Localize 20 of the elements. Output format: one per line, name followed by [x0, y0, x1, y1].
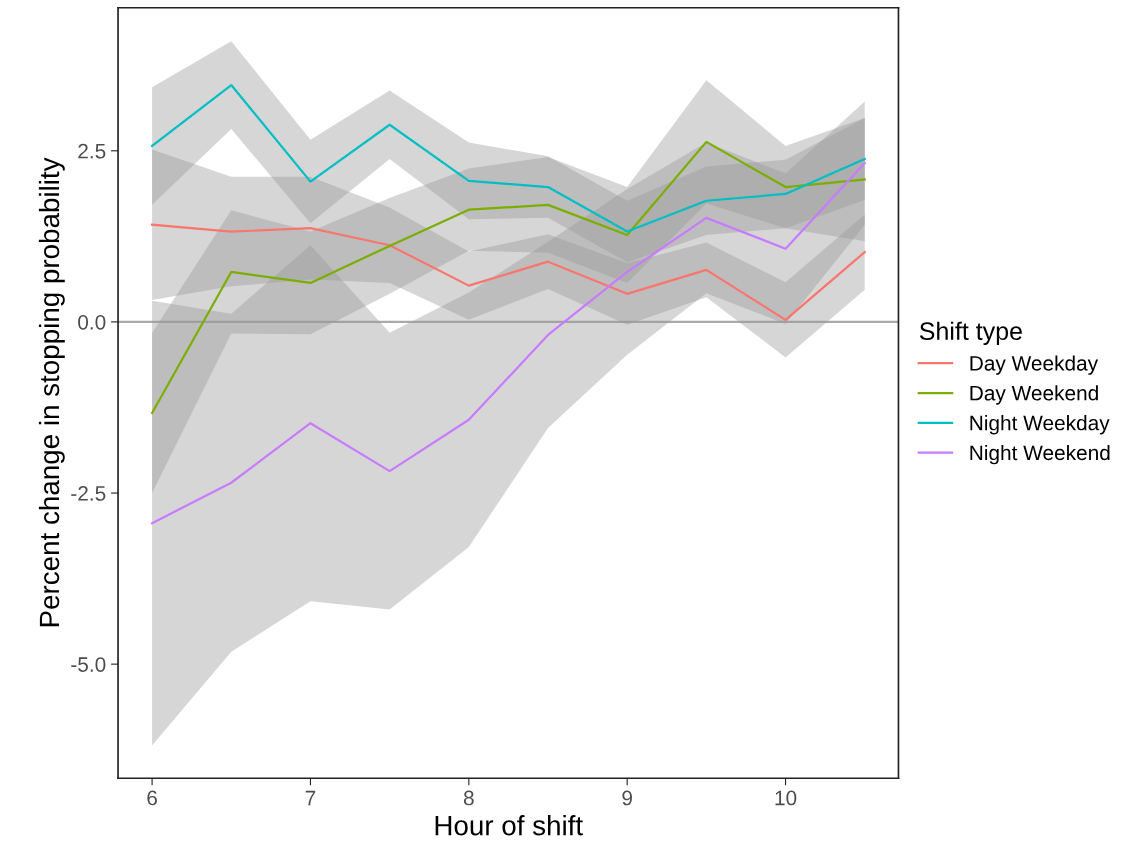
- line-series: [150, 140, 866, 415]
- x-tick-label: 7: [305, 790, 316, 806]
- x-tick-label: 6: [147, 790, 157, 806]
- y-tick-label: -5.0: [71, 657, 106, 672]
- y-tick-label: 2.5: [78, 143, 106, 159]
- legend-label: Night Weekday: [970, 415, 1110, 435]
- line-series: [150, 223, 866, 321]
- line-series: [150, 162, 866, 525]
- y-tick-label: 0.0: [78, 314, 106, 330]
- x-tick-label: 8: [463, 790, 474, 806]
- legend-label: Day Weekend: [970, 385, 1098, 405]
- y-axis-title: Percent change in stopping probability: [38, 157, 65, 627]
- x-axis-title: Hour of shift: [435, 815, 583, 836]
- line-series: [150, 83, 866, 233]
- x-tick-label: 9: [622, 790, 632, 806]
- legend-label: Night Weekend: [970, 444, 1110, 465]
- legend-title: Shift type: [919, 321, 1022, 345]
- x-tick-label: 10: [775, 790, 797, 806]
- legend-label: Day Weekday: [970, 355, 1099, 375]
- y-tick-label: -2.5: [71, 486, 106, 501]
